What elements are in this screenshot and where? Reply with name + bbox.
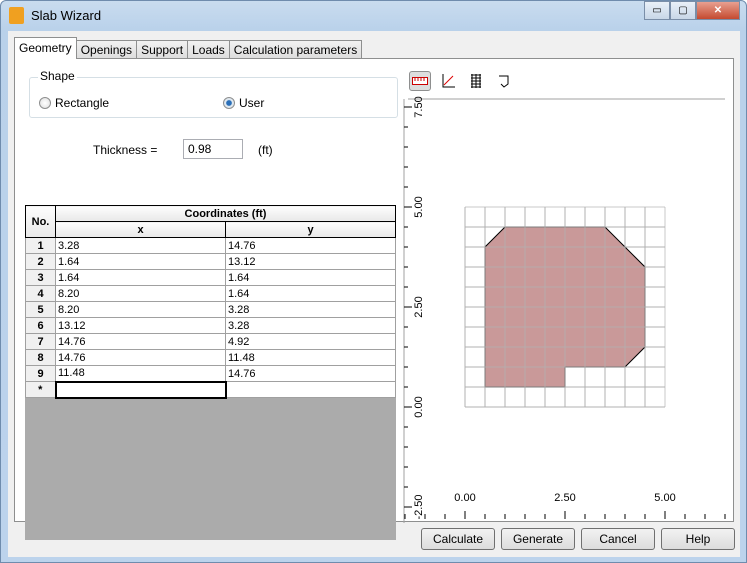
x-cell[interactable]: 14.76	[55, 349, 226, 366]
table-row[interactable]: 8 14.76 11.48	[25, 349, 396, 366]
table-row[interactable]: 3 1.64 1.64	[25, 269, 396, 286]
tab-openings[interactable]: Openings	[75, 40, 138, 59]
x-tick-label: 5.00	[654, 492, 675, 504]
geometry-panel: Shape Rectangle User Thickness = 0.98 (f…	[14, 58, 735, 540]
new-row-marker: *	[25, 381, 56, 398]
x-cell[interactable]: 14.76	[55, 333, 226, 350]
x-tick-label: 0.00	[454, 492, 475, 504]
rectangle-radio[interactable]: Rectangle	[39, 96, 109, 110]
y-tick-label: 2.50	[413, 296, 425, 317]
close-button[interactable]: ✕	[696, 1, 740, 20]
y-tick-label: -2.50	[413, 494, 425, 519]
x-cell[interactable]: 1.64	[55, 269, 226, 286]
user-radio[interactable]: User	[223, 96, 264, 110]
shape-group: Shape Rectangle User	[29, 69, 398, 118]
tab-geometry[interactable]: Geometry	[14, 37, 77, 59]
x-cell[interactable]: 1.64	[55, 253, 226, 270]
tab-support[interactable]: Support	[136, 40, 189, 59]
help-button[interactable]: Help	[661, 528, 735, 550]
table-row[interactable]: 9 11.48 14.76	[25, 365, 396, 382]
thickness-unit: (ft)	[258, 143, 273, 157]
app-icon	[9, 7, 24, 24]
minimize-button[interactable]: ▭	[644, 1, 670, 20]
table-row[interactable]: 1 3.28 14.76	[25, 237, 396, 254]
calculate-button[interactable]: Calculate	[421, 528, 495, 550]
thickness-input[interactable]: 0.98	[183, 139, 243, 159]
maximize-button[interactable]: ▢	[670, 1, 696, 20]
shape-label: Shape	[38, 69, 77, 83]
row-number: 4	[25, 285, 56, 302]
y-cell[interactable]: 11.48	[225, 349, 396, 366]
grid-icon[interactable]	[465, 71, 487, 91]
table-row[interactable]: 7 14.76 4.92	[25, 333, 396, 350]
y-tick-label: 5.00	[413, 196, 425, 217]
table-row[interactable]: 4 8.20 1.64	[25, 285, 396, 302]
tab-calculation-parameters[interactable]: Calculation parameters	[228, 40, 363, 59]
x-cell[interactable]: 3.28	[55, 237, 226, 254]
y-tick-label: 0.00	[413, 396, 425, 417]
table-row[interactable]: 5 8.20 3.28	[25, 301, 396, 318]
y-tick-label: 7.50	[413, 96, 425, 117]
y-cell[interactable]: 13.12	[225, 253, 396, 270]
table-row[interactable]: 2 1.64 13.12	[25, 253, 396, 270]
tab-loads[interactable]: Loads	[187, 40, 230, 59]
thickness-label: Thickness =	[93, 143, 158, 157]
ruler-icon[interactable]	[409, 71, 431, 91]
new-x-cell[interactable]	[54, 380, 227, 399]
new-y-cell[interactable]	[225, 381, 396, 398]
x-cell[interactable]: 8.20	[55, 301, 226, 318]
axes-icon[interactable]	[437, 71, 459, 91]
x-tick-label: 2.50	[554, 492, 575, 504]
shape-icon[interactable]	[493, 71, 515, 91]
table-row[interactable]: 6 13.12 3.28	[25, 317, 396, 334]
row-number: 9	[25, 365, 56, 382]
window-title: Slab Wizard	[31, 8, 102, 23]
generate-button[interactable]: Generate	[501, 528, 575, 550]
row-number: 1	[25, 237, 56, 254]
slab-preview[interactable]: 7.50 5.00 2.50 0.00 -2.50 0.00 2.50 5.00	[15, 59, 735, 523]
y-cell[interactable]: 1.64	[225, 269, 396, 286]
cancel-button[interactable]: Cancel	[581, 528, 655, 550]
